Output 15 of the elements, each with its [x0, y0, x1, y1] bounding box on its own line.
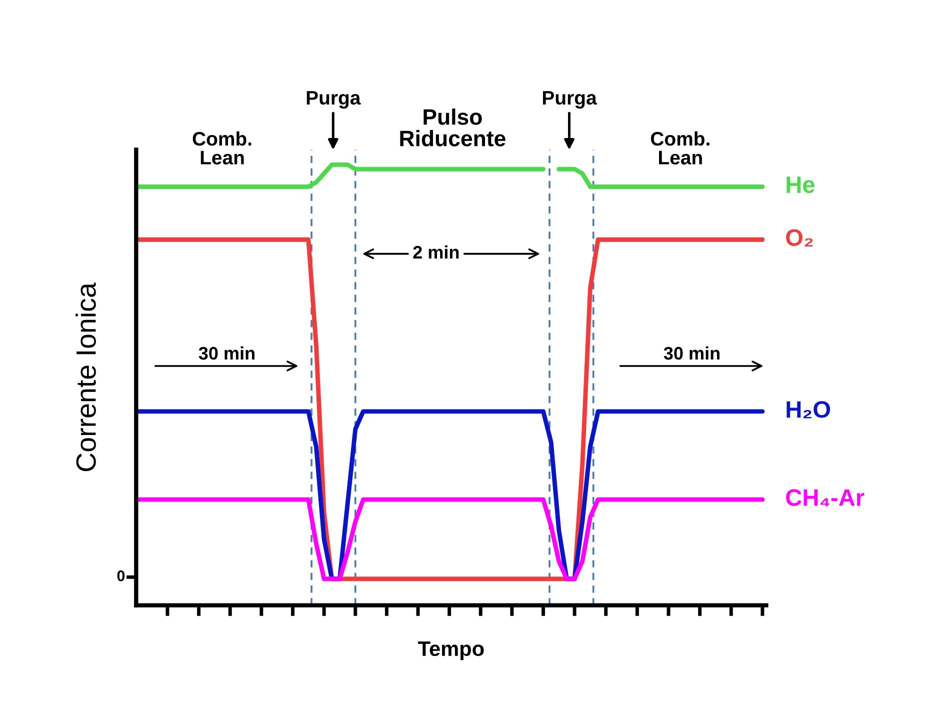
series-label: CH₄-Ar — [786, 489, 864, 506]
y-axis-title: Corrente Ionica — [76, 282, 96, 472]
text: Purga — [306, 91, 361, 109]
text: Comb. Lean — [192, 131, 252, 164]
series-label: He — [786, 176, 815, 194]
series-label: O₂ — [786, 229, 813, 246]
text: Comb. Lean — [650, 131, 710, 164]
text: Pulso Riducente — [400, 108, 506, 146]
annotation: 30 min — [198, 346, 254, 360]
text: Purga — [543, 91, 597, 109]
series-label: H₂O — [786, 401, 830, 418]
text: 0 — [117, 570, 125, 582]
annotation: 2 min — [413, 245, 459, 258]
x-axis-title: Tempo — [418, 642, 484, 660]
annotation: 30 min — [664, 346, 720, 360]
